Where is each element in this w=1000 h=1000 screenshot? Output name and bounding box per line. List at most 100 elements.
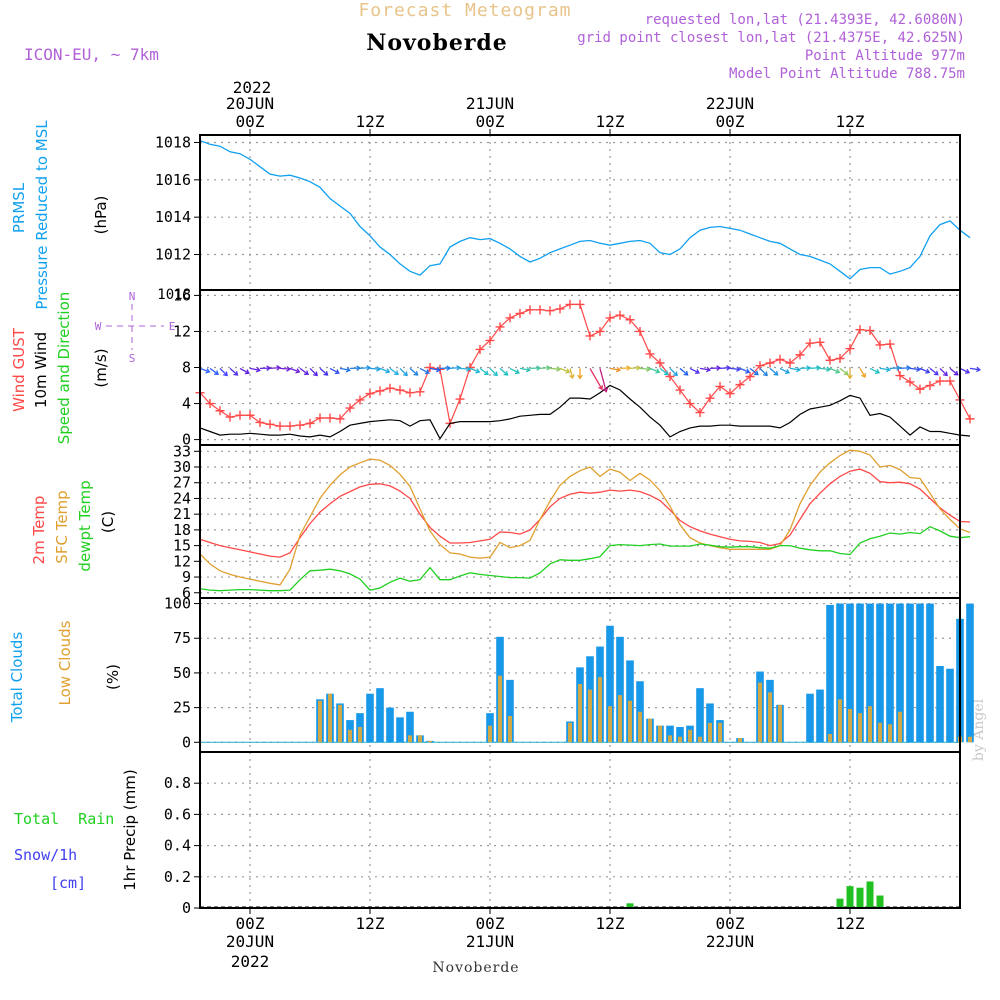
gust-point-marker xyxy=(455,394,465,404)
wind-barb-head xyxy=(795,366,802,373)
ytick-label-clouds: 0 xyxy=(182,733,191,751)
wind-barb-head xyxy=(295,368,301,374)
bar-low-clouds xyxy=(698,736,702,743)
ytick-label-temperature: 21 xyxy=(173,505,191,523)
clouds-unit: (%) xyxy=(104,664,122,690)
gust-point-marker xyxy=(325,413,335,423)
wind-barb-shaft xyxy=(639,367,651,371)
place-name: Novoberde xyxy=(366,30,508,56)
bar-low-clouds xyxy=(708,722,712,743)
bar-low-clouds xyxy=(328,693,332,743)
gust-point-marker xyxy=(735,380,745,390)
bar-total-clouds xyxy=(376,688,384,743)
wind-barb-shaft xyxy=(539,367,551,370)
gust-point-marker xyxy=(915,384,925,394)
wind-barb-shaft xyxy=(899,367,911,370)
gust-point-marker xyxy=(285,421,295,431)
wind-barb-shaft xyxy=(609,367,620,371)
gust-point-marker xyxy=(345,403,355,413)
gust-point-marker xyxy=(805,338,815,348)
wind-barb-head xyxy=(874,368,881,374)
ytick-label-wind: 8 xyxy=(182,359,191,377)
time-label-bottom: 12Z xyxy=(356,914,385,933)
wind-barb-head xyxy=(694,369,700,375)
bar-total-clouds xyxy=(946,668,954,743)
gust-point-marker xyxy=(795,350,805,360)
wind-barb-head xyxy=(393,370,399,376)
wind-barb-head xyxy=(403,371,408,377)
gust-point-marker xyxy=(395,385,405,395)
bar-total-clouds xyxy=(836,603,844,743)
bar-total-clouds xyxy=(856,603,864,743)
rain-label: Total Rain xyxy=(14,810,114,828)
gust-point-marker xyxy=(385,383,395,393)
wind-barb-shaft xyxy=(929,367,939,376)
bar-low-clouds xyxy=(718,722,722,743)
panel-temperature-bg xyxy=(200,445,960,598)
bar-total-clouds xyxy=(906,603,914,743)
wind-barb-shaft xyxy=(789,367,800,371)
compass-north: N xyxy=(129,290,136,303)
gust-point-marker xyxy=(685,399,695,409)
wind-barb-shaft xyxy=(949,367,959,376)
wind-barb-shaft xyxy=(359,366,371,370)
wind-barb-shaft xyxy=(289,367,300,373)
bar-low-clouds xyxy=(618,695,622,743)
bar-total-clouds xyxy=(606,625,614,743)
gust-point-marker xyxy=(415,387,425,397)
time-label-bottom: 00Z xyxy=(236,914,265,933)
temp-2m-label: 2m Temp xyxy=(30,496,48,565)
wind-barb-shaft xyxy=(409,367,418,376)
pressure-label-2: Pressure Reduced to MSL xyxy=(33,120,51,310)
bar-low-clouds xyxy=(498,675,502,743)
bar-total-rain xyxy=(866,881,874,908)
wind-barb-head xyxy=(773,370,779,376)
wind-barb-head xyxy=(276,365,282,371)
series-line-wind-10m xyxy=(199,384,971,440)
series-line-temperature-2m-temp xyxy=(199,468,971,558)
bar-total-rain xyxy=(856,887,864,908)
wind-barb-head xyxy=(565,368,571,374)
bar-low-clouds xyxy=(768,692,772,743)
pressure-unit: (hPa) xyxy=(92,196,110,235)
gust-point-marker xyxy=(605,313,615,323)
wind-barb-head xyxy=(313,371,318,377)
wind-barb-shaft xyxy=(309,367,318,376)
model-label: ICON-EU, ~ 7km xyxy=(24,45,159,64)
wind-barb-shaft xyxy=(339,367,350,371)
bar-low-clouds xyxy=(758,682,762,743)
bar-total-rain xyxy=(626,903,634,908)
snow-label: Snow/1h xyxy=(14,846,77,864)
bar-total-clouds xyxy=(896,603,904,743)
panel-precip-border xyxy=(199,751,961,909)
wind-barb-shaft xyxy=(669,367,678,376)
model-altitude: Model Point Altitude 788.75m xyxy=(729,66,965,82)
bar-total-clouds xyxy=(366,693,374,743)
wind-barb-head xyxy=(376,366,382,372)
ytick-label-temperature: 30 xyxy=(173,458,191,476)
bar-total-clouds xyxy=(936,665,944,743)
ytick-label-pressure: 1016 xyxy=(155,171,191,189)
ytick-label-pressure: 1012 xyxy=(155,246,191,264)
bar-low-clouds xyxy=(848,708,852,743)
gust-point-marker xyxy=(705,393,715,403)
bar-total-clouds xyxy=(916,603,924,743)
bar-low-clouds xyxy=(688,729,692,743)
gust-point-marker xyxy=(505,313,515,323)
wind-barb-head xyxy=(953,370,959,376)
wind-barb-shaft xyxy=(809,367,821,370)
wind-barb-shaft xyxy=(659,367,669,376)
ytick-label-clouds: 25 xyxy=(173,699,191,717)
gust-point-marker xyxy=(885,339,895,349)
wind-barb-head xyxy=(483,370,489,376)
wind-barb-shaft xyxy=(739,367,750,373)
gust-point-marker xyxy=(785,358,795,368)
point-altitude: Point Altitude 977m xyxy=(805,48,965,64)
ytick-label-precip: 0.8 xyxy=(164,774,191,792)
wind-barb-shaft xyxy=(369,367,381,370)
series-line-temperature-dewpt-temp xyxy=(199,525,971,592)
wind-dir-label: Speed and Direction xyxy=(55,292,73,445)
series-line-pressure-main xyxy=(199,139,971,280)
wind-barb-head xyxy=(636,365,642,371)
bar-low-clouds xyxy=(568,722,572,743)
